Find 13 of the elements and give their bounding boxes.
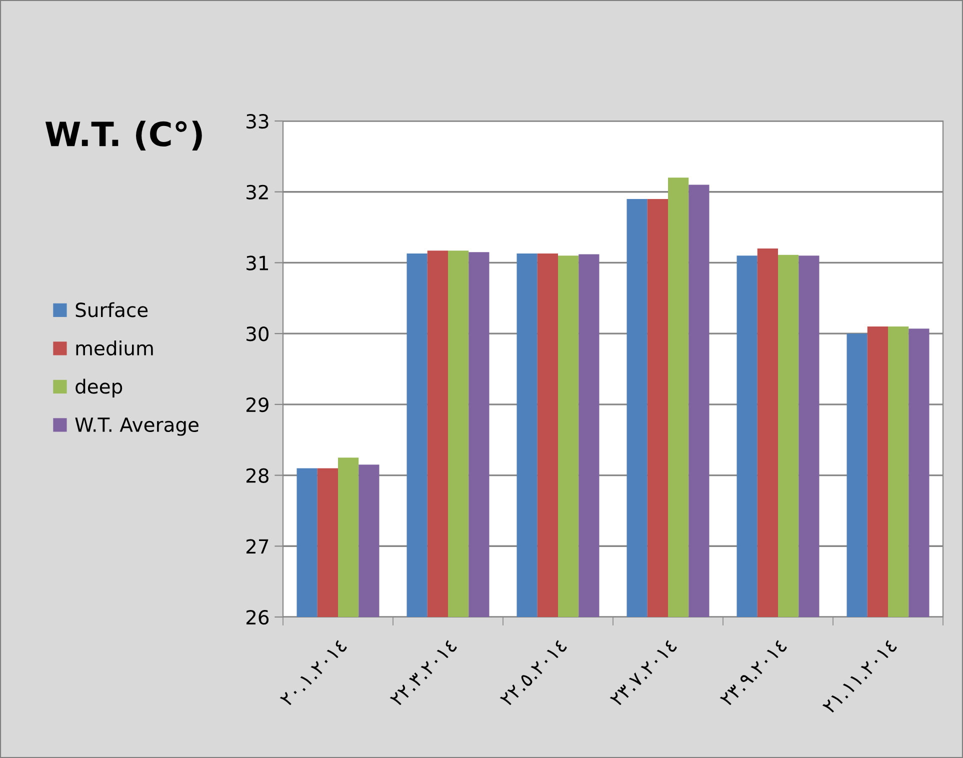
y-tick-label: 26 [246, 610, 269, 625]
legend-label: deep [76, 378, 122, 398]
y-tick-label: 31 [246, 256, 268, 270]
legend-label: Surface [76, 302, 148, 318]
y-tick-label: 33 [246, 114, 268, 129]
legend-label: W.T. Average [75, 418, 198, 436]
y-axis-title: W.T. (C°) [45, 120, 202, 150]
y-tick-label: 30 [246, 326, 269, 342]
y-tick-label: 28 [246, 468, 268, 483]
y-tick-label: 29 [246, 397, 268, 412]
y-tick-label: 32 [246, 184, 268, 200]
legend-label: medium [76, 340, 153, 356]
y-tick-label: 27 [246, 539, 268, 554]
